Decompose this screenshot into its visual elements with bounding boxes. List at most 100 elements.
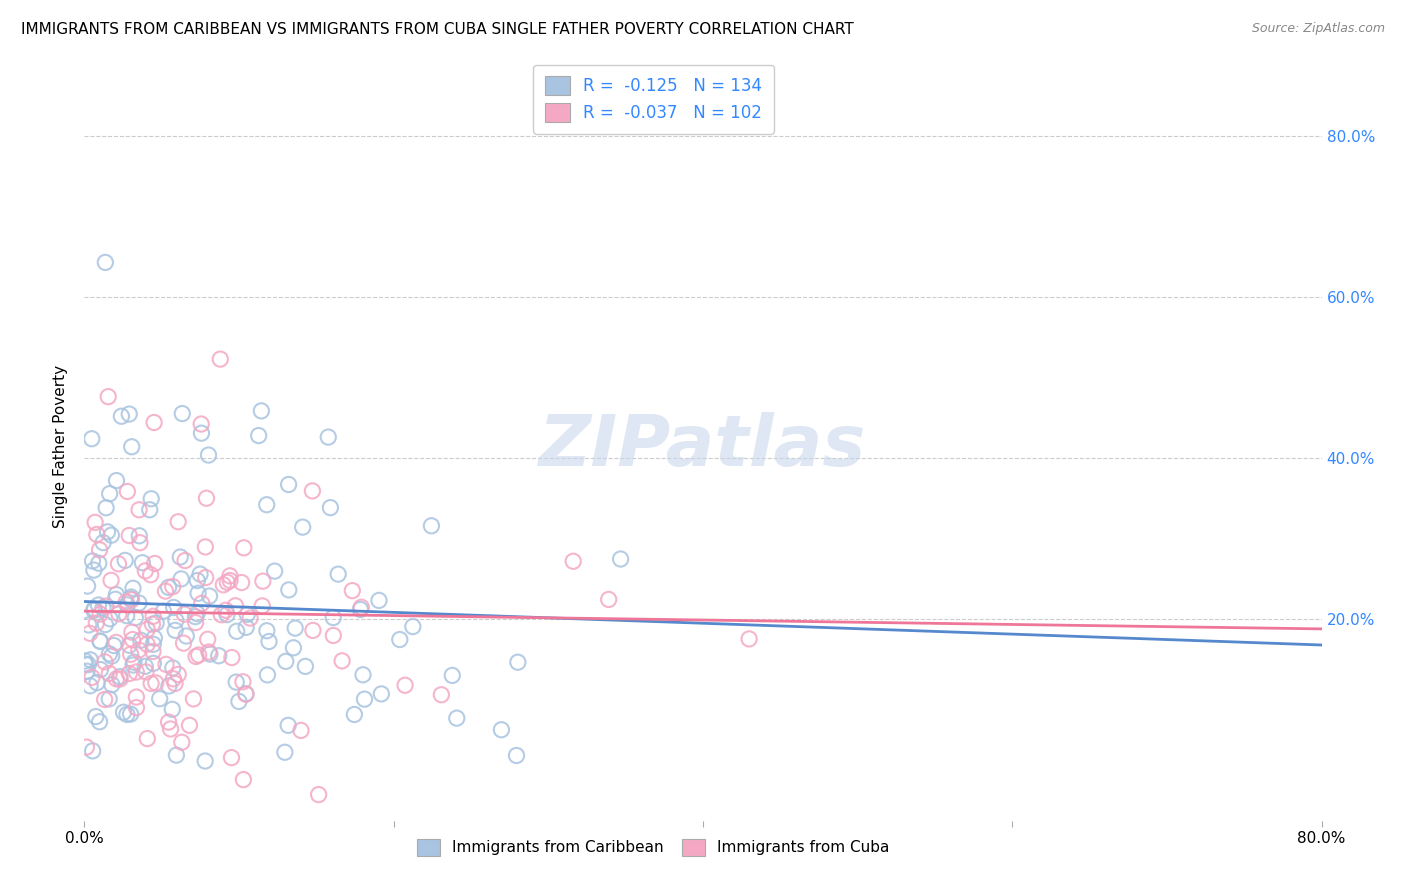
Point (174, 553, 197, 567)
Point (179, 718, 201, 732)
Point (221, 650, 243, 665)
Point (76, 665, 98, 679)
Point (186, 607, 208, 621)
Point (104, 592, 127, 607)
Point (195, 491, 218, 506)
Point (136, 637, 159, 651)
Point (247, 428, 270, 442)
Point (120, 648, 142, 662)
Point (87, 598, 110, 612)
Point (328, 567, 350, 582)
Point (212, 578, 235, 592)
Point (105, 672, 128, 686)
Point (187, 586, 209, 600)
Point (217, 575, 239, 590)
Point (98, 692, 121, 706)
Point (100, 528, 122, 542)
Point (231, 575, 253, 590)
Point (129, 535, 152, 549)
Point (284, 621, 307, 635)
Point (225, 624, 247, 639)
Point (121, 592, 143, 607)
Point (302, 624, 325, 638)
Point (77, 618, 100, 632)
Point (162, 702, 184, 716)
Point (167, 515, 190, 529)
Point (98, 647, 121, 661)
Point (277, 718, 299, 732)
Point (105, 588, 128, 602)
Point (170, 735, 193, 749)
Point (430, 688, 453, 702)
Point (143, 631, 166, 645)
Point (86, 616, 108, 631)
Point (142, 644, 165, 658)
Point (190, 417, 212, 431)
Point (79, 679, 101, 693)
Point (172, 407, 194, 421)
Point (128, 596, 150, 610)
Point (157, 580, 180, 594)
Point (208, 648, 231, 663)
Point (135, 665, 157, 679)
Point (89, 663, 111, 677)
Point (562, 554, 585, 568)
Point (96, 524, 118, 539)
Point (86, 675, 108, 690)
Point (353, 692, 375, 706)
Point (125, 700, 148, 714)
Point (120, 707, 142, 722)
Point (198, 589, 221, 603)
Point (184, 609, 207, 624)
Point (142, 657, 165, 671)
Point (89, 714, 111, 729)
Point (301, 483, 323, 498)
Point (139, 676, 162, 690)
Point (121, 625, 143, 640)
Point (105, 635, 128, 649)
Point (76, 579, 98, 593)
Point (143, 416, 166, 430)
Point (73, 654, 96, 668)
Point (330, 654, 353, 668)
Point (107, 557, 129, 571)
Point (322, 628, 344, 642)
Point (115, 595, 138, 609)
Point (194, 754, 217, 768)
Point (256, 624, 278, 638)
Point (115, 608, 138, 623)
Point (319, 500, 342, 515)
Point (84, 516, 107, 530)
Point (219, 569, 242, 583)
Point (84, 709, 107, 723)
Point (394, 678, 416, 692)
Point (136, 623, 159, 637)
Point (128, 502, 150, 516)
Point (352, 668, 374, 682)
Point (77, 657, 100, 672)
Point (75, 657, 97, 672)
Point (141, 617, 163, 632)
Point (79, 626, 101, 640)
Point (155, 657, 177, 672)
Point (491, 723, 513, 737)
Point (188, 567, 211, 582)
Point (94, 599, 117, 614)
Point (250, 404, 273, 418)
Point (136, 731, 159, 746)
Point (91, 535, 114, 549)
Point (117, 484, 139, 499)
Point (256, 498, 278, 512)
Point (239, 611, 262, 625)
Point (232, 772, 254, 787)
Point (186, 574, 208, 588)
Point (162, 661, 184, 675)
Point (114, 553, 136, 567)
Point (155, 584, 177, 599)
Point (98, 666, 121, 681)
Point (94, 617, 117, 632)
Legend: Immigrants from Caribbean, Immigrants from Cuba: Immigrants from Caribbean, Immigrants fr… (411, 833, 896, 862)
Point (235, 620, 257, 634)
Point (173, 636, 195, 650)
Point (291, 520, 314, 534)
